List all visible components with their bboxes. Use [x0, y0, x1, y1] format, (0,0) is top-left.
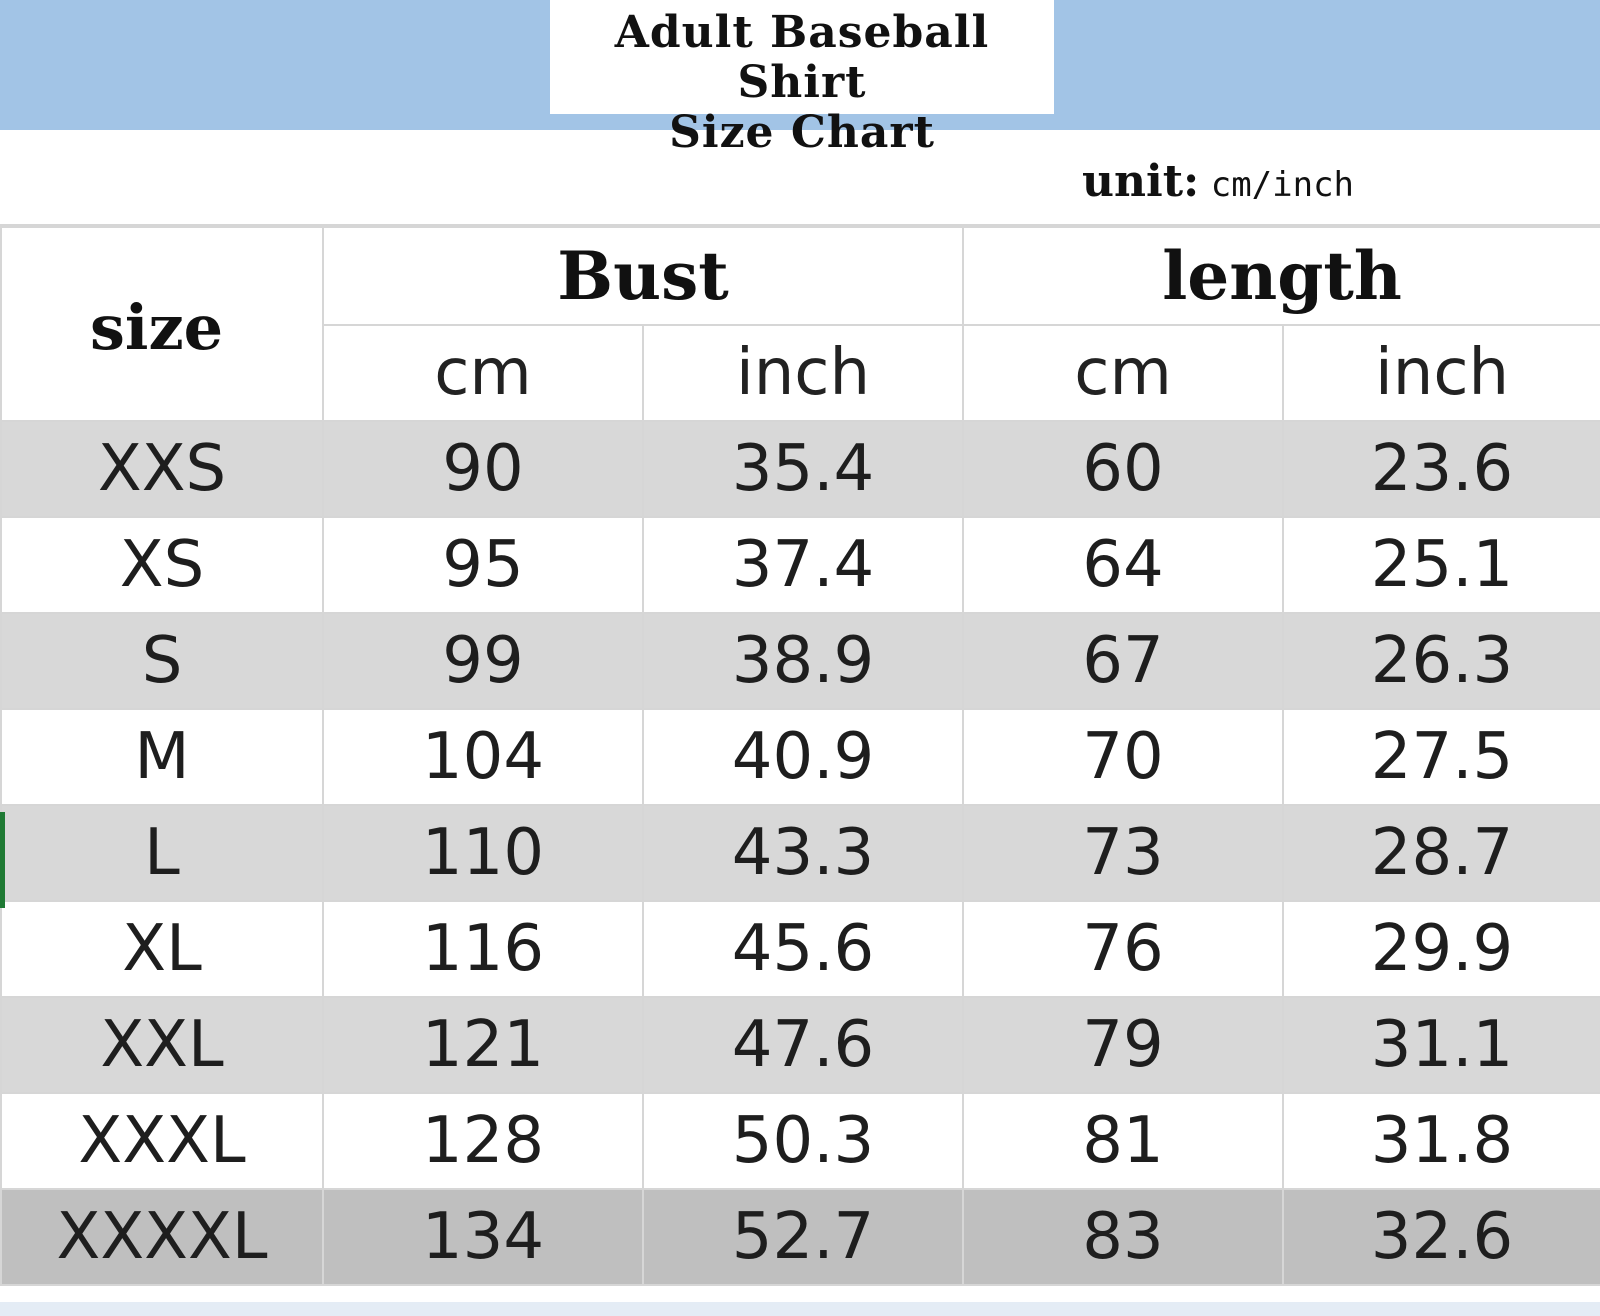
table-row: XXXL 128 50.3 81 31.8: [0, 1092, 1600, 1190]
bust-inch-cell: 35.4: [641, 420, 965, 518]
size-cell: XXL: [0, 996, 324, 1094]
bust-inch-header: inch: [641, 324, 965, 422]
size-cell: L: [0, 804, 324, 902]
bust-inch-cell: 47.6: [641, 996, 965, 1094]
length-inch-cell: 31.8: [1282, 1092, 1600, 1190]
header-row-groups: size Bust length: [0, 226, 1600, 422]
bust-cm-cell: 99: [322, 612, 644, 710]
size-table: size Bust length cm inch cm inch XXS 90 …: [0, 226, 1600, 1286]
unit-row: unit: cm/inch: [0, 130, 1600, 226]
chart-title: Adult Baseball Shirt Size Chart: [550, 0, 1054, 158]
length-cm-cell: 83: [962, 1188, 1285, 1286]
length-cm-cell: 64: [962, 516, 1285, 614]
size-column-header: size: [0, 226, 324, 422]
length-inch-cell: 32.6: [1282, 1188, 1600, 1286]
size-cell: XS: [0, 516, 324, 614]
length-inch-cell: 25.1: [1282, 516, 1600, 614]
length-cm-cell: 81: [962, 1092, 1285, 1190]
table-row: M 104 40.9 70 27.5: [0, 708, 1600, 806]
table-row: XL 116 45.6 76 29.9: [0, 900, 1600, 998]
bust-cm-cell: 90: [322, 420, 644, 518]
length-cm-cell: 70: [962, 708, 1285, 806]
header-row-units: cm inch cm inch: [1, 324, 1600, 422]
bust-cm-cell: 121: [322, 996, 644, 1094]
unit-value: cm/inch: [1210, 165, 1355, 205]
title-line-2: Size Chart: [669, 107, 935, 158]
length-cm-cell: 76: [962, 900, 1285, 998]
length-cm-header: cm: [962, 324, 1285, 422]
bust-inch-cell: 38.9: [641, 612, 965, 710]
length-inch-cell: 29.9: [1282, 900, 1600, 998]
bust-inch-cell: 52.7: [641, 1188, 965, 1286]
bust-group-header: Bust: [321, 226, 965, 326]
table-row: XS 95 37.4 64 25.1: [0, 516, 1600, 614]
table-row: L 110 43.3 73 28.7: [0, 804, 1600, 902]
bust-cm-cell: 116: [322, 900, 644, 998]
length-inch-header: inch: [1282, 324, 1600, 422]
length-inch-cell: 27.5: [1282, 708, 1600, 806]
size-cell: XXXXL: [0, 1188, 324, 1286]
table-row: S 99 38.9 67 26.3: [0, 612, 1600, 710]
table-row: XXS 90 35.4 60 23.6: [0, 420, 1600, 518]
unit-note: unit: cm/inch: [1082, 156, 1354, 207]
length-group-header: length: [962, 226, 1600, 326]
size-cell: M: [0, 708, 324, 806]
size-cell: XL: [0, 900, 324, 998]
row-selection-marker: [0, 812, 5, 908]
bust-cm-cell: 104: [322, 708, 644, 806]
unit-label: unit:: [1082, 156, 1200, 207]
length-cm-cell: 79: [962, 996, 1285, 1094]
length-inch-cell: 28.7: [1282, 804, 1600, 902]
length-cm-cell: 60: [962, 420, 1285, 518]
table-row: XXXXL 134 52.7 83 32.6: [0, 1188, 1600, 1286]
length-inch-cell: 31.1: [1282, 996, 1600, 1094]
bust-cm-cell: 128: [322, 1092, 644, 1190]
bottom-band: [0, 1302, 1600, 1316]
size-cell: XXS: [0, 420, 324, 518]
table-row: XXL 121 47.6 79 31.1: [0, 996, 1600, 1094]
length-cm-cell: 67: [962, 612, 1285, 710]
size-cell: S: [0, 612, 324, 710]
bust-inch-cell: 37.4: [641, 516, 965, 614]
bust-inch-cell: 45.6: [641, 900, 965, 998]
bust-inch-cell: 40.9: [641, 708, 965, 806]
length-inch-cell: 23.6: [1282, 420, 1600, 518]
bust-inch-cell: 43.3: [641, 804, 965, 902]
bust-cm-cell: 110: [322, 804, 644, 902]
length-cm-cell: 73: [962, 804, 1285, 902]
size-cell: XXXL: [0, 1092, 324, 1190]
title-line-1: Adult Baseball Shirt: [614, 7, 990, 108]
bust-inch-cell: 50.3: [641, 1092, 965, 1190]
bust-cm-header: cm: [322, 324, 644, 422]
length-inch-cell: 26.3: [1282, 612, 1600, 710]
bust-cm-cell: 134: [322, 1188, 644, 1286]
bust-cm-cell: 95: [322, 516, 644, 614]
